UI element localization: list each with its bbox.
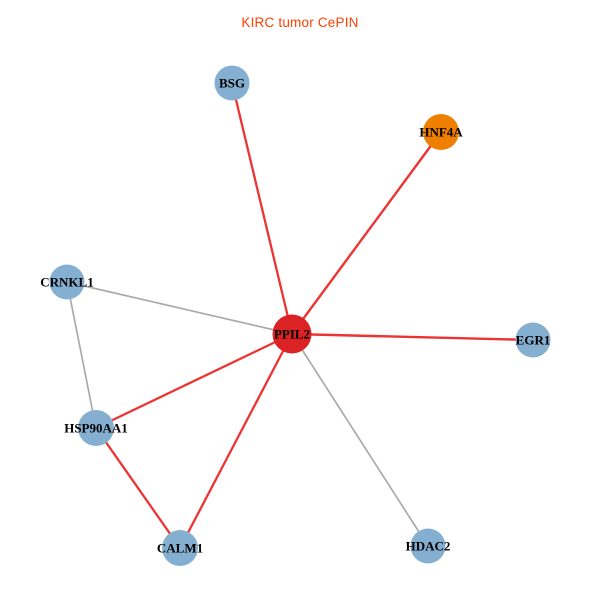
node-HSP90AA1 <box>78 410 114 446</box>
edge-PPIL2-HDAC2 <box>291 333 429 547</box>
edge-PPIL2-BSG <box>230 81 294 336</box>
edges-layer <box>66 81 535 550</box>
node-BSG <box>214 65 250 101</box>
node-EGR1 <box>515 322 551 358</box>
edge-PPIL2-CRNKL1 <box>66 281 293 335</box>
edge-CRNKL1-HSP90AA1 <box>66 281 97 429</box>
chart-title: KIRC tumor CePIN <box>241 15 358 30</box>
node-CALM1 <box>162 530 198 566</box>
edge-PPIL2-EGR1 <box>290 332 535 342</box>
nodes-layer <box>49 65 551 566</box>
edge-HSP90AA1-CALM1 <box>94 426 182 550</box>
edge-PPIL2-CALM1 <box>178 332 294 550</box>
edge-PPIL2-HNF4A <box>290 130 443 336</box>
node-HNF4A <box>423 114 459 150</box>
node-PPIL2 <box>272 314 312 354</box>
edge-PPIL2-HSP90AA1 <box>94 332 294 430</box>
node-HDAC2 <box>410 528 446 564</box>
node-CRNKL1 <box>49 264 85 300</box>
